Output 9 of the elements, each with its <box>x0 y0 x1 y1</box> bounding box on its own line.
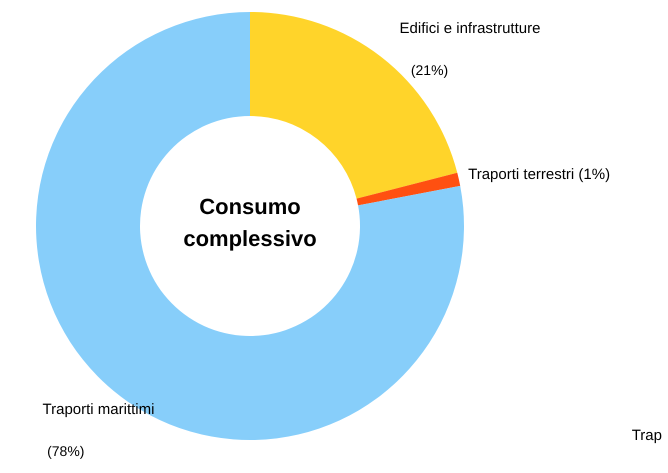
text: Consumo complessivo <box>183 194 317 251</box>
donut-slice <box>356 172 460 206</box>
donut-slice <box>250 12 458 199</box>
slice-label: Traporti terrestri (1%) <box>468 166 610 183</box>
data-label: (78%) <box>47 443 84 460</box>
slice-label: Edifici e infrastrutture <box>400 20 540 38</box>
text: Trap <box>632 427 662 444</box>
slice-label: Traporti marittimi <box>42 401 154 418</box>
data-label: (21%) <box>410 62 448 78</box>
